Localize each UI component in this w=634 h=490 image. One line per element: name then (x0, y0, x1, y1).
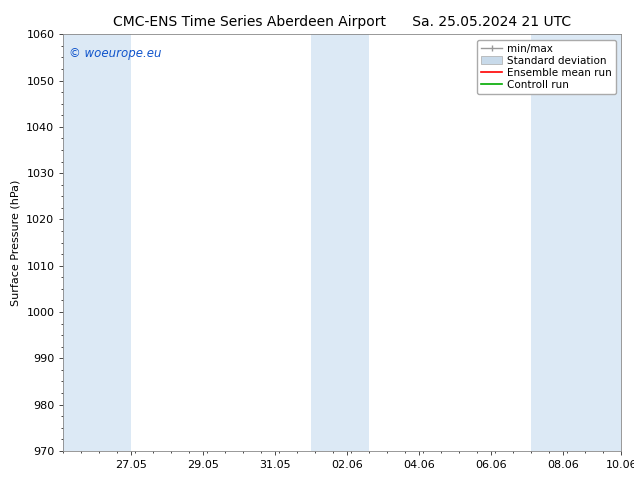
Legend: min/max, Standard deviation, Ensemble mean run, Controll run: min/max, Standard deviation, Ensemble me… (477, 40, 616, 94)
Bar (531, 34, 621, 451)
Bar (311, 34, 370, 451)
Y-axis label: Surface Pressure (hPa): Surface Pressure (hPa) (11, 179, 21, 306)
Bar (63, 34, 131, 451)
Title: CMC-ENS Time Series Aberdeen Airport      Sa. 25.05.2024 21 UTC: CMC-ENS Time Series Aberdeen Airport Sa.… (113, 15, 571, 29)
Text: © woeurope.eu: © woeurope.eu (69, 47, 162, 60)
